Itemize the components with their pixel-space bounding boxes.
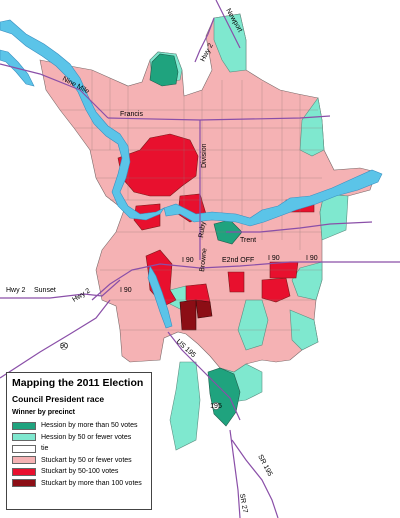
label-i90-west: I 90 [120,287,132,294]
legend-swatch [12,444,36,453]
legend-item: Hession by 50 or fewer votes [12,432,146,444]
legend-heading: Winner by precinct [12,409,75,416]
precinct-dark-red-1 [179,299,197,331]
label-i90-mid: I 90 [268,255,280,262]
legend-item-label: tie [41,445,49,453]
label-sr27: SR 27 [238,493,248,513]
label-browne: Browne [199,248,208,272]
precinct-south-teal-2 [289,309,319,351]
precinct-core-red-1 [117,133,199,197]
label-e2nd-off: E2nd OFF [222,257,254,264]
map-legend: Mapping the 2011 Election Council Presid… [6,372,152,510]
hession-50-or-fewer-precincts [149,13,349,451]
river-channel-east [163,169,383,227]
shield-i90-west-text: 90 [60,343,68,350]
label-us195: US 195 [175,338,197,359]
precinct-south-red-1 [261,277,291,303]
road-trent [226,221,373,233]
road-sr27 [229,429,241,518]
legend-swatch [12,467,36,476]
legend-item: Stuckart by 50-100 votes [12,466,146,478]
legend-item: Stuckart by 50 or fewer votes [12,455,146,467]
legend-item-label: Stuckart by more than 100 votes [41,479,142,487]
road-francis [107,115,331,121]
legend-item-label: Hession by more than 50 votes [41,422,138,430]
legend-swatch [12,479,36,488]
label-i90-left: I 90 [182,257,194,264]
label-francis: Francis [120,111,143,118]
road-sr195 [231,439,279,518]
legend-item: Hession by more than 50 votes [12,420,146,432]
road-hwy2-west [0,279,121,299]
road-newport [215,0,241,49]
river-channel-west [0,19,165,221]
label-hwy2-west: Hwy 2 [6,287,26,294]
legend-item-label: Hession by 50 or fewer votes [41,433,132,441]
precinct-dark-red-2 [195,299,213,319]
shield-us195-text: 195 [210,403,222,410]
precinct-south-dark-teal [207,367,241,427]
label-sunset: Sunset [34,287,56,294]
label-ruby: Ruby [198,221,207,239]
legend-list: Hession by more than 50 votes Hession by… [12,420,146,489]
label-sr195: SR 195 [256,454,273,478]
road-us195 [167,331,241,421]
legend-item-label: Stuckart by 50-100 votes [41,468,119,476]
label-i90-right: I 90 [306,255,318,262]
road-nine-mile [0,63,109,119]
hession-more-than-50-precincts [149,53,243,427]
precinct-east-teal-1 [299,97,325,157]
label-hwy2-southwest: Hwy 2 [71,287,91,303]
label-division: Division [201,143,208,168]
stuckart-more-than-100-precincts [179,299,213,331]
precinct-east-teal-2 [319,193,349,241]
legend-swatch [12,421,36,430]
highway-shields: 90 195 [60,342,222,410]
shield-i90-west-icon [60,342,68,350]
precinct-southwest-teal [169,361,201,451]
road-hwy2-north [194,17,215,63]
precinct-north-teal-1 [213,13,247,73]
legend-subtitle: Council President race [12,394,105,404]
river-channel-latah [147,265,173,329]
precinct-north-dark-teal [149,53,179,87]
shield-us195-icon [212,402,220,410]
legend-item-label: Stuckart by 50 or fewer votes [41,456,132,464]
legend-swatch [12,433,36,442]
legend-title: Mapping the 2011 Election [12,377,144,389]
road-i90 [91,261,400,301]
legend-swatch [12,456,36,465]
legend-item: Stuckart by more than 100 votes [12,478,146,490]
label-trent: Trent [240,237,256,244]
precinct-south-red-2 [227,271,245,293]
legend-item: tie [12,443,146,455]
road-hwy2-southwest [0,299,111,379]
